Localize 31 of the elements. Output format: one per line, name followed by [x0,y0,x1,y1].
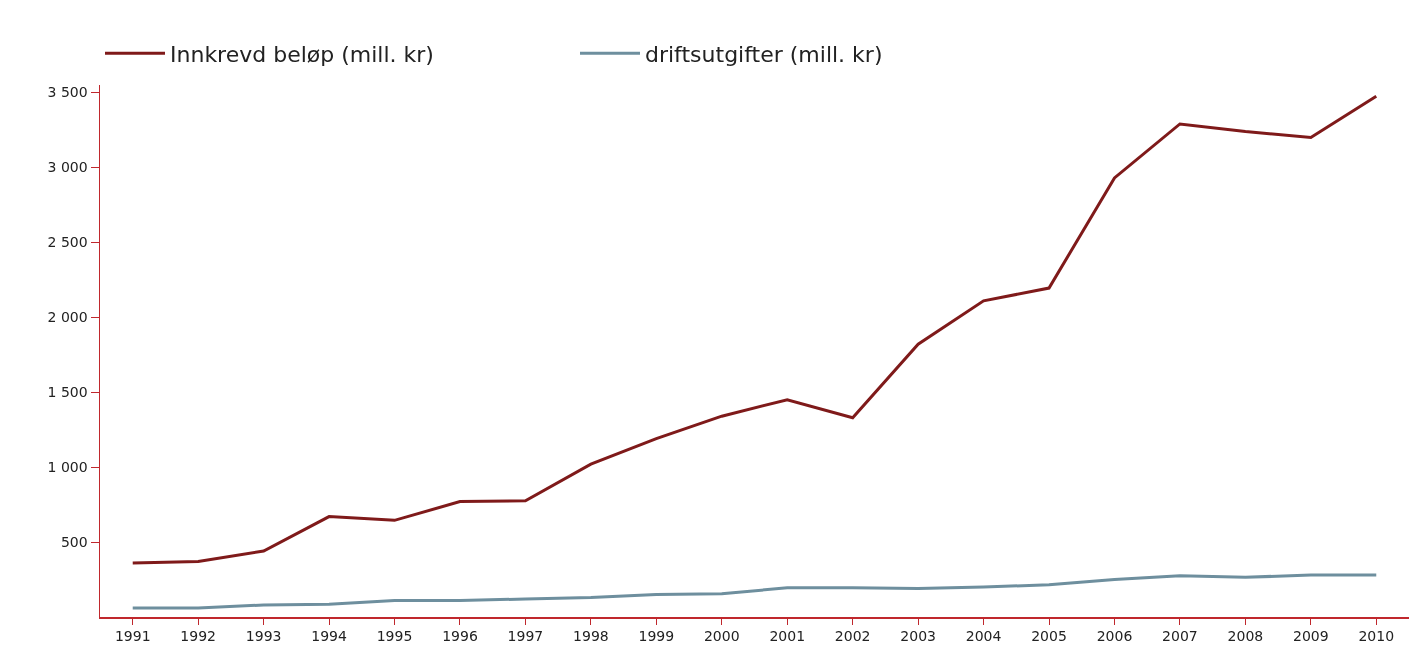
y-tick-label: 1 000 [47,459,88,476]
x-tick-label: 1992 [180,628,216,645]
x-tick-label: 1999 [638,628,675,645]
x-tick-label: 2007 [1162,628,1198,645]
x-tick-label: 2008 [1227,628,1264,645]
x-tick-label: 2009 [1293,628,1329,645]
x-tick-label: 1997 [507,628,544,645]
x-tick-label: 1996 [442,628,478,645]
y-tick-label: 3 500 [47,84,88,101]
y-tick-label: 2 500 [47,234,88,251]
x-tick-label: 2006 [1096,628,1133,645]
x-tick-label: 2005 [1031,628,1067,645]
x-tick-label: 1994 [311,628,347,645]
x-tick-label: 2004 [965,628,1002,645]
x-tick-label: 2003 [900,628,936,645]
legend-label: driftsutgifter (mill. kr) [645,41,883,67]
x-tick-label: 2000 [703,628,740,645]
x-tick-label: 1991 [114,628,151,645]
line-series [131,573,1378,610]
x-tick-label: 1998 [573,628,609,645]
line-series [131,94,1378,565]
x-tick-label: 2002 [834,628,871,645]
x-tick-label: 2001 [769,628,806,645]
x-tick-label: 1993 [245,628,282,645]
y-tick-label: 500 [60,533,88,550]
x-tick-label: 1995 [376,628,413,645]
y-tick-label: 3 000 [47,159,88,176]
y-tick-label: 2 000 [47,309,88,326]
x-tick-label: 2010 [1358,628,1395,645]
legend-label: Innkrevd beløp (mill. kr) [170,41,434,67]
y-tick-label: 1 500 [47,384,88,401]
